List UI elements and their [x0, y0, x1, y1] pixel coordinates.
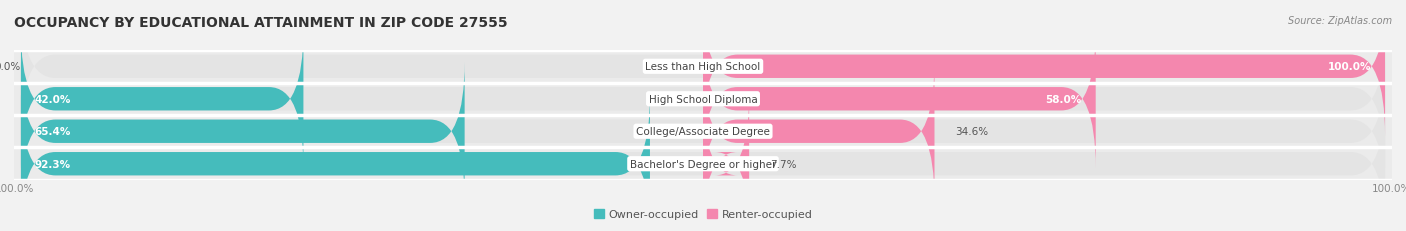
Text: 0.0%: 0.0%: [0, 62, 21, 72]
FancyBboxPatch shape: [21, 95, 650, 231]
FancyBboxPatch shape: [14, 83, 1392, 116]
Text: Less than High School: Less than High School: [645, 62, 761, 72]
FancyBboxPatch shape: [21, 30, 304, 169]
Text: Bachelor's Degree or higher: Bachelor's Degree or higher: [630, 159, 776, 169]
Text: 65.4%: 65.4%: [35, 127, 72, 137]
Text: 7.7%: 7.7%: [770, 159, 796, 169]
FancyBboxPatch shape: [14, 116, 1392, 148]
FancyBboxPatch shape: [21, 30, 1385, 169]
FancyBboxPatch shape: [21, 0, 1385, 136]
FancyBboxPatch shape: [703, 62, 935, 201]
Text: 100.0%: 100.0%: [1327, 62, 1371, 72]
Text: College/Associate Degree: College/Associate Degree: [636, 127, 770, 137]
FancyBboxPatch shape: [14, 51, 1392, 83]
FancyBboxPatch shape: [21, 95, 1385, 231]
Text: OCCUPANCY BY EDUCATIONAL ATTAINMENT IN ZIP CODE 27555: OCCUPANCY BY EDUCATIONAL ATTAINMENT IN Z…: [14, 16, 508, 30]
Text: 58.0%: 58.0%: [1046, 94, 1083, 104]
FancyBboxPatch shape: [703, 0, 1385, 136]
Text: 42.0%: 42.0%: [35, 94, 72, 104]
Text: Source: ZipAtlas.com: Source: ZipAtlas.com: [1288, 16, 1392, 26]
Text: High School Diploma: High School Diploma: [648, 94, 758, 104]
Legend: Owner-occupied, Renter-occupied: Owner-occupied, Renter-occupied: [589, 205, 817, 224]
FancyBboxPatch shape: [14, 148, 1392, 180]
FancyBboxPatch shape: [703, 95, 749, 231]
FancyBboxPatch shape: [703, 30, 1095, 169]
FancyBboxPatch shape: [21, 62, 1385, 201]
Text: 92.3%: 92.3%: [35, 159, 70, 169]
Text: 34.6%: 34.6%: [955, 127, 988, 137]
FancyBboxPatch shape: [21, 62, 464, 201]
